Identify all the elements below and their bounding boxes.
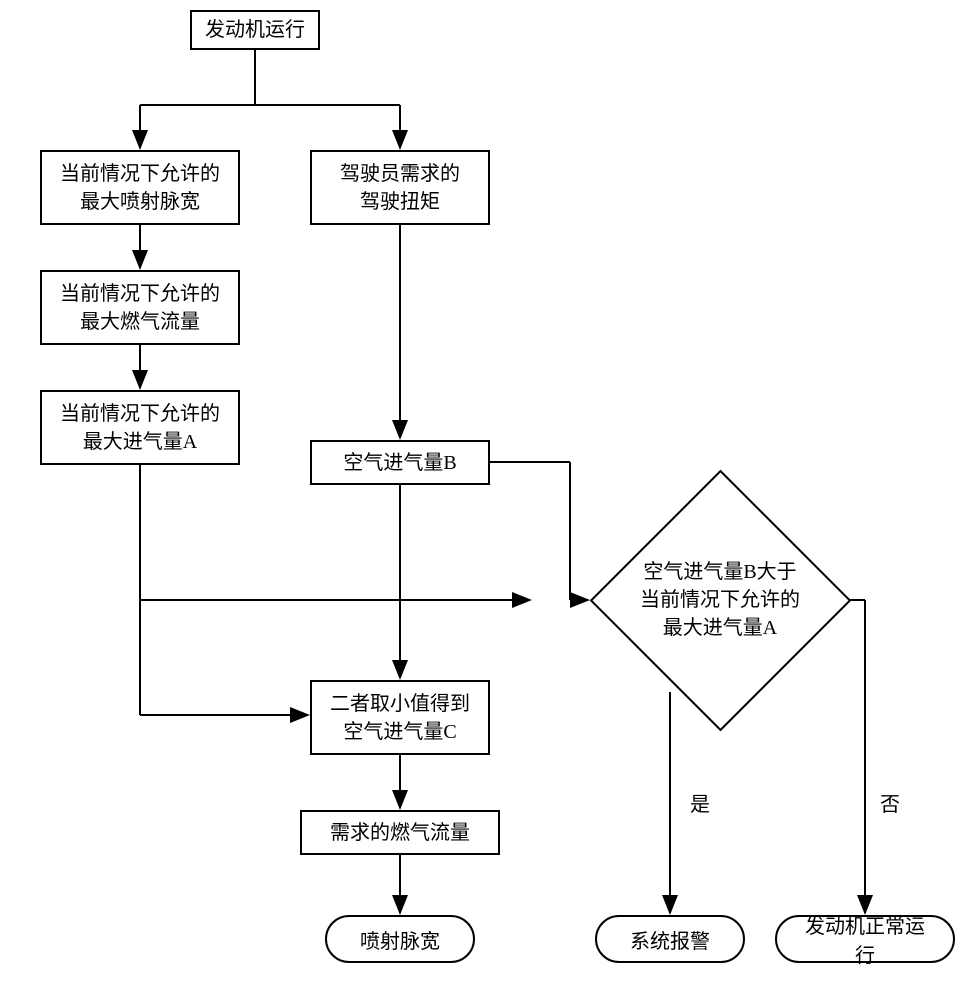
- node-demand-label: 需求的燃气流量: [330, 819, 470, 847]
- node-demand: 需求的燃气流量: [300, 810, 500, 855]
- terminal-out2: 系统报警: [595, 915, 745, 963]
- terminal-out2-label: 系统报警: [630, 925, 710, 954]
- terminal-out1-label: 喷射脉宽: [360, 925, 440, 954]
- node-left2: 当前情况下允许的 最大燃气流量: [40, 270, 240, 345]
- node-right1-label: 驾驶员需求的 驾驶扭矩: [340, 160, 460, 216]
- node-min: 二者取小值得到 空气进气量C: [310, 680, 490, 755]
- node-left2-label: 当前情况下允许的 最大燃气流量: [60, 280, 220, 336]
- terminal-out3: 发动机正常运行: [775, 915, 955, 963]
- node-right2: 空气进气量B: [310, 440, 490, 485]
- node-decision-label: 空气进气量B大于 当前情况下允许的 最大进气量A: [610, 558, 830, 642]
- terminal-out3-label: 发动机正常运行: [797, 910, 933, 968]
- node-left1-label: 当前情况下允许的 最大喷射脉宽: [60, 160, 220, 216]
- node-right2-label: 空气进气量B: [343, 449, 456, 477]
- terminal-out1: 喷射脉宽: [325, 915, 475, 963]
- node-min-label: 二者取小值得到 空气进气量C: [330, 690, 470, 746]
- node-left1: 当前情况下允许的 最大喷射脉宽: [40, 150, 240, 225]
- node-start: 发动机运行: [190, 10, 320, 50]
- node-start-label: 发动机运行: [205, 16, 305, 44]
- node-right1: 驾驶员需求的 驾驶扭矩: [310, 150, 490, 225]
- node-left3-label: 当前情况下允许的 最大进气量A: [60, 400, 220, 456]
- node-left3: 当前情况下允许的 最大进气量A: [40, 390, 240, 465]
